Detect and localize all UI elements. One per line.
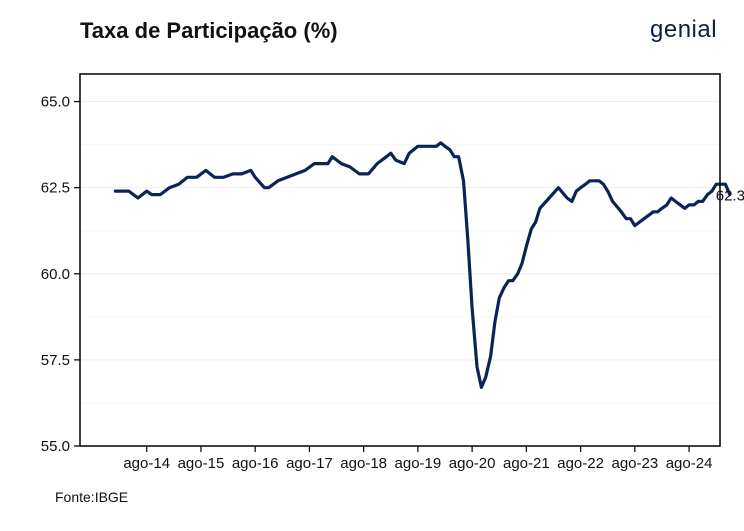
source-note: Fonte:IBGE bbox=[55, 489, 129, 505]
x-tick-label: ago-21 bbox=[503, 455, 550, 472]
y-axis: 55.0 57.5 60.0 62.5 65.0 bbox=[41, 94, 80, 455]
x-tick-label: ago-19 bbox=[395, 455, 442, 472]
series-line bbox=[113, 141, 732, 389]
x-tick-label: ago-15 bbox=[178, 455, 225, 472]
x-tick-label: ago-18 bbox=[340, 455, 387, 472]
x-tick-label: ago-23 bbox=[611, 455, 658, 472]
plot-background bbox=[80, 74, 720, 446]
y-tick-label: 62.5 bbox=[41, 180, 70, 197]
end-value-label: 62.3 bbox=[716, 188, 744, 205]
y-tick-label: 57.5 bbox=[41, 352, 70, 369]
y-tick-label: 60.0 bbox=[41, 266, 70, 283]
x-tick-label: ago-24 bbox=[666, 455, 713, 472]
x-axis: ago-14 ago-15 ago-16 ago-17 ago-18 ago-19 ago-… bbox=[123, 446, 712, 472]
x-tick-label: ago-16 bbox=[232, 455, 279, 472]
x-tick-label: ago-17 bbox=[286, 455, 333, 472]
grid-lines bbox=[80, 101, 720, 447]
chart-title: Taxa de Participação (%) bbox=[80, 18, 338, 43]
y-tick-label: 55.0 bbox=[41, 438, 70, 455]
x-tick-label: ago-14 bbox=[123, 455, 170, 472]
plot-border bbox=[79, 73, 721, 447]
x-tick-label: ago-20 bbox=[449, 455, 496, 472]
annotations: 62.3 bbox=[716, 188, 744, 205]
genial-logo: genial bbox=[650, 16, 718, 43]
y-tick-label: 65.0 bbox=[41, 94, 70, 111]
x-tick-label: ago-22 bbox=[557, 455, 604, 472]
